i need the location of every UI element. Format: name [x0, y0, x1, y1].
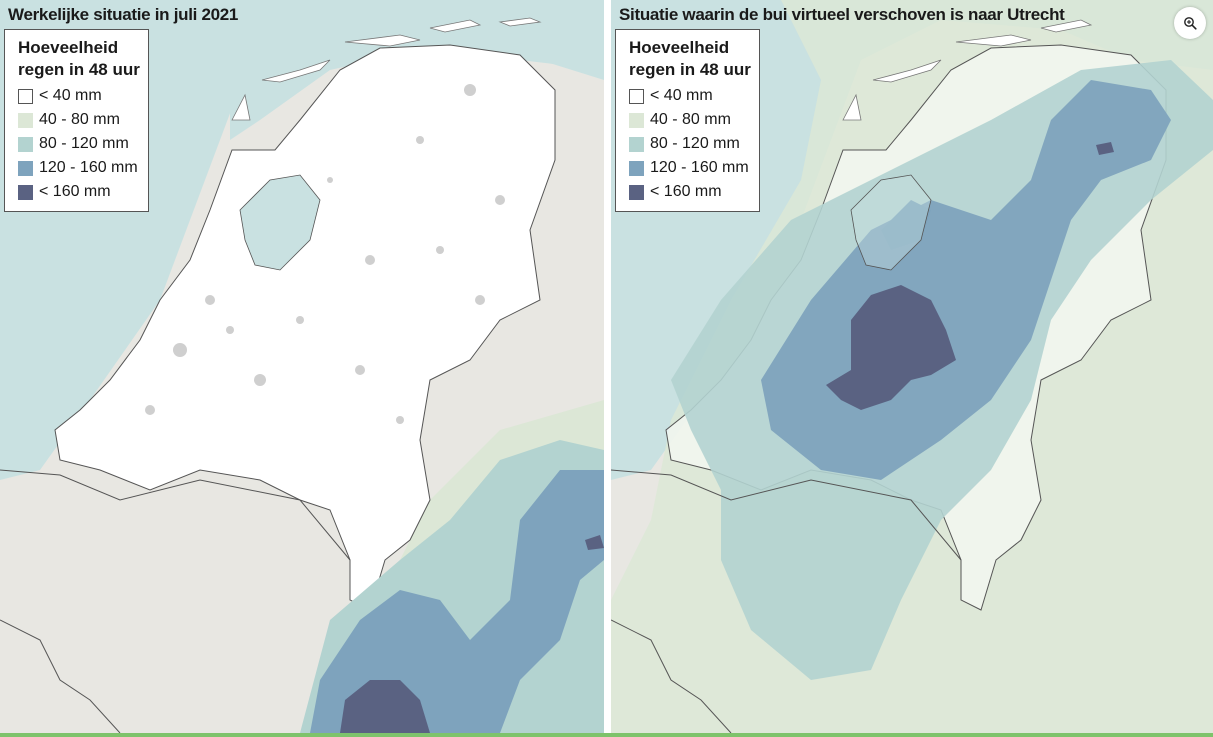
rain-160-plus — [340, 680, 430, 733]
legend-label: < 160 mm — [39, 183, 111, 200]
wadden-islands — [842, 19, 1093, 121]
legend-label: < 40 mm — [650, 87, 713, 104]
legend-label: < 40 mm — [39, 87, 102, 104]
legend-label: 80 - 120 mm — [650, 135, 740, 152]
rain-120-160-north — [881, 200, 931, 250]
legend-swatch — [629, 136, 644, 152]
wadden-islands — [231, 17, 542, 121]
legend-item: 80 - 120 mm — [18, 132, 148, 156]
map-panel-shifted: Situatie waarin de bui virtueel verschov… — [611, 0, 1213, 733]
legend-swatch — [629, 112, 644, 128]
legend: Hoeveelheid regen in 48 uur < 40 mm 40 -… — [4, 29, 149, 212]
legend-swatch — [629, 88, 644, 104]
legend-swatch — [18, 160, 33, 176]
map-panel-actual: Werkelijke situatie in juli 2021 Hoeveel… — [0, 0, 604, 733]
rain-120-160 — [310, 470, 604, 733]
legend-label: 120 - 160 mm — [39, 159, 138, 176]
rain-160-plus — [826, 285, 956, 410]
legend-title-line1: Hoeveelheid — [18, 38, 119, 57]
legend-swatch — [18, 184, 33, 200]
border-germany — [611, 619, 732, 733]
rainfall-map-actual — [0, 0, 604, 733]
wadden-sea — [230, 0, 604, 140]
legend-swatch — [629, 160, 644, 176]
legend-item: 40 - 80 mm — [629, 108, 759, 132]
legend-item: 40 - 80 mm — [18, 108, 148, 132]
zoom-button[interactable] — [1174, 7, 1206, 39]
legend-label: 40 - 80 mm — [39, 111, 120, 128]
legend: Hoeveelheid regen in 48 uur < 40 mm 40 -… — [615, 29, 760, 212]
zoom-in-icon — [1184, 17, 1197, 30]
urban-areas — [145, 84, 505, 424]
ijsselmeer — [239, 174, 321, 271]
legend-swatch — [18, 88, 33, 104]
legend-label: < 160 mm — [650, 183, 722, 200]
border-belgium — [611, 469, 962, 561]
legend-title-line1: Hoeveelheid — [629, 38, 730, 57]
rain-160-plus-spot — [585, 535, 604, 550]
legend-label: 80 - 120 mm — [39, 135, 129, 152]
north-sea — [0, 0, 604, 480]
legend-item: < 40 mm — [18, 84, 148, 108]
panel-divider — [604, 0, 611, 737]
border-belgium — [0, 469, 351, 561]
legend-swatch — [629, 184, 644, 200]
legend-swatch — [18, 112, 33, 128]
legend-label: 40 - 80 mm — [650, 111, 731, 128]
legend-title-line2: regen in 48 uur — [18, 60, 140, 79]
legend-item: < 160 mm — [629, 180, 759, 204]
north-sea — [611, 0, 1213, 480]
legend-title: Hoeveelheid regen in 48 uur — [629, 37, 759, 81]
ijsselmeer — [850, 174, 932, 271]
legend-item: 120 - 160 mm — [629, 156, 759, 180]
legend-item: 80 - 120 mm — [629, 132, 759, 156]
legend-item: < 160 mm — [18, 180, 148, 204]
legend-item: < 40 mm — [629, 84, 759, 108]
legend-label: 120 - 160 mm — [650, 159, 749, 176]
panel-title: Situatie waarin de bui virtueel verschov… — [619, 5, 1065, 24]
legend-title: Hoeveelheid regen in 48 uur — [18, 37, 148, 81]
rain-160-plus-spot — [1096, 142, 1114, 155]
legend-item: 120 - 160 mm — [18, 156, 148, 180]
border-germany — [0, 619, 121, 733]
rainfall-map-shifted — [611, 0, 1213, 733]
bottom-accent-bar — [0, 733, 1213, 737]
panel-title: Werkelijke situatie in juli 2021 — [8, 5, 239, 24]
legend-title-line2: regen in 48 uur — [629, 60, 751, 79]
legend-swatch — [18, 136, 33, 152]
